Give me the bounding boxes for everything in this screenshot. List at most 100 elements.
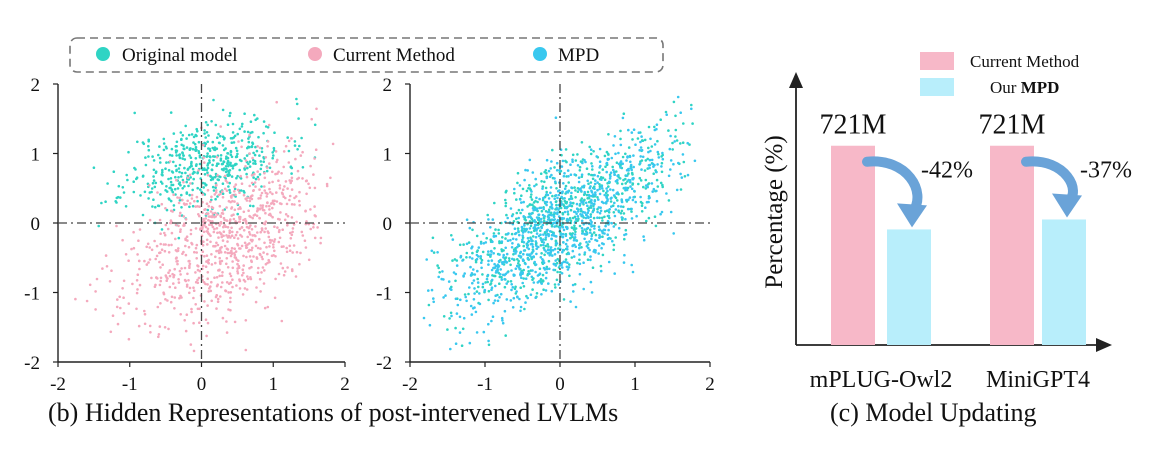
scatter-point xyxy=(194,145,198,149)
scatter-point xyxy=(535,208,538,212)
scatter-point xyxy=(213,276,216,280)
scatter-point xyxy=(690,103,693,107)
scatter-point xyxy=(556,257,559,261)
scatter-point xyxy=(234,220,237,223)
scatter-point xyxy=(243,280,247,283)
scatter-point xyxy=(541,198,545,202)
scatter-point xyxy=(486,273,490,277)
scatter-point xyxy=(532,281,536,284)
scatter-point xyxy=(589,206,593,209)
scatter-point xyxy=(576,190,580,193)
scatter-point xyxy=(231,266,235,270)
scatter-point xyxy=(209,219,212,223)
scatter-point xyxy=(179,228,182,231)
scatter-point xyxy=(234,256,238,260)
scatter-point xyxy=(248,230,251,234)
scatter-point xyxy=(216,136,219,139)
scatter-point xyxy=(220,233,223,236)
scatter-point xyxy=(161,263,164,267)
scatter-point xyxy=(268,181,271,184)
scatter-point xyxy=(256,175,260,179)
scatter-point xyxy=(196,129,199,133)
scatter-point xyxy=(580,175,584,178)
scatter-point xyxy=(492,234,496,238)
scatter-point xyxy=(236,270,239,273)
scatter-point xyxy=(201,250,205,253)
scatter-point xyxy=(560,261,564,265)
scatter-point xyxy=(151,205,154,208)
scatter-point xyxy=(170,170,174,173)
scatter-point xyxy=(600,216,604,220)
scatter-point xyxy=(177,176,180,179)
scatter-point xyxy=(583,237,586,241)
scatter-point xyxy=(574,189,577,192)
scatter-point xyxy=(511,237,515,241)
scatter-point xyxy=(261,257,264,261)
scatter-point xyxy=(214,186,217,189)
scatter-point xyxy=(556,212,559,216)
scatter-point xyxy=(196,264,199,267)
scatter-point xyxy=(605,161,609,165)
scatter-point xyxy=(319,241,322,245)
scatter-point xyxy=(254,118,257,122)
scatter-point xyxy=(642,235,645,238)
caption-b: (b) Hidden Representations of post-inter… xyxy=(48,398,618,427)
x-axis-arrow-icon xyxy=(1096,338,1112,352)
scatter-point xyxy=(130,247,133,251)
scatter-point xyxy=(584,160,587,164)
scatter-point xyxy=(569,163,572,166)
scatter-point xyxy=(570,256,574,259)
scatter-point xyxy=(278,184,282,187)
scatter-point xyxy=(248,248,251,252)
scatter-point xyxy=(518,267,521,271)
scatter-point xyxy=(277,179,280,182)
scatter-point xyxy=(202,217,205,221)
scatter-point xyxy=(622,112,626,115)
scatter-point xyxy=(127,302,131,305)
scatter-point xyxy=(496,299,500,303)
scatter-point xyxy=(427,303,431,307)
scatter-point xyxy=(168,285,172,289)
scatter-point xyxy=(248,145,251,149)
scatter-point xyxy=(593,200,597,203)
scatter-point xyxy=(656,163,659,166)
scatter-point xyxy=(190,307,193,311)
scatter-point xyxy=(244,165,247,168)
scatter-point xyxy=(522,252,525,256)
category-label: MiniGPT4 xyxy=(986,367,1090,393)
scatter-point xyxy=(202,143,205,147)
scatter-point xyxy=(582,184,586,188)
scatter-point xyxy=(183,278,187,282)
scatter-point xyxy=(465,242,469,246)
scatter-point xyxy=(523,227,526,231)
scatter-point xyxy=(165,276,168,279)
scatter-point xyxy=(226,152,229,155)
scatter-point xyxy=(498,240,501,243)
scatter-point xyxy=(590,291,594,294)
scatter-point xyxy=(283,218,287,222)
scatter-point xyxy=(216,300,220,304)
scatter-point xyxy=(169,199,173,203)
scatter-point xyxy=(679,142,682,145)
scatter-point xyxy=(509,280,513,283)
scatter-point xyxy=(260,163,263,167)
scatter-point xyxy=(134,168,137,171)
scatter-point xyxy=(222,160,225,163)
scatter-point xyxy=(521,208,524,212)
scatter-point xyxy=(557,247,560,250)
scatter-point xyxy=(305,179,309,182)
scatter-point xyxy=(166,299,169,302)
scatter-point xyxy=(203,173,207,176)
scatter-point xyxy=(218,256,221,260)
scatter-point xyxy=(481,282,485,286)
scatter-point xyxy=(599,206,602,209)
scatter-point xyxy=(192,321,195,325)
scatter-point xyxy=(155,244,159,248)
scatter-point xyxy=(574,305,578,309)
scatter-point xyxy=(542,259,545,262)
scatter-point xyxy=(610,221,613,225)
scatter-point xyxy=(233,320,237,324)
scatter-point xyxy=(489,283,492,286)
scatter-point xyxy=(223,251,227,254)
scatter-point xyxy=(236,212,239,216)
